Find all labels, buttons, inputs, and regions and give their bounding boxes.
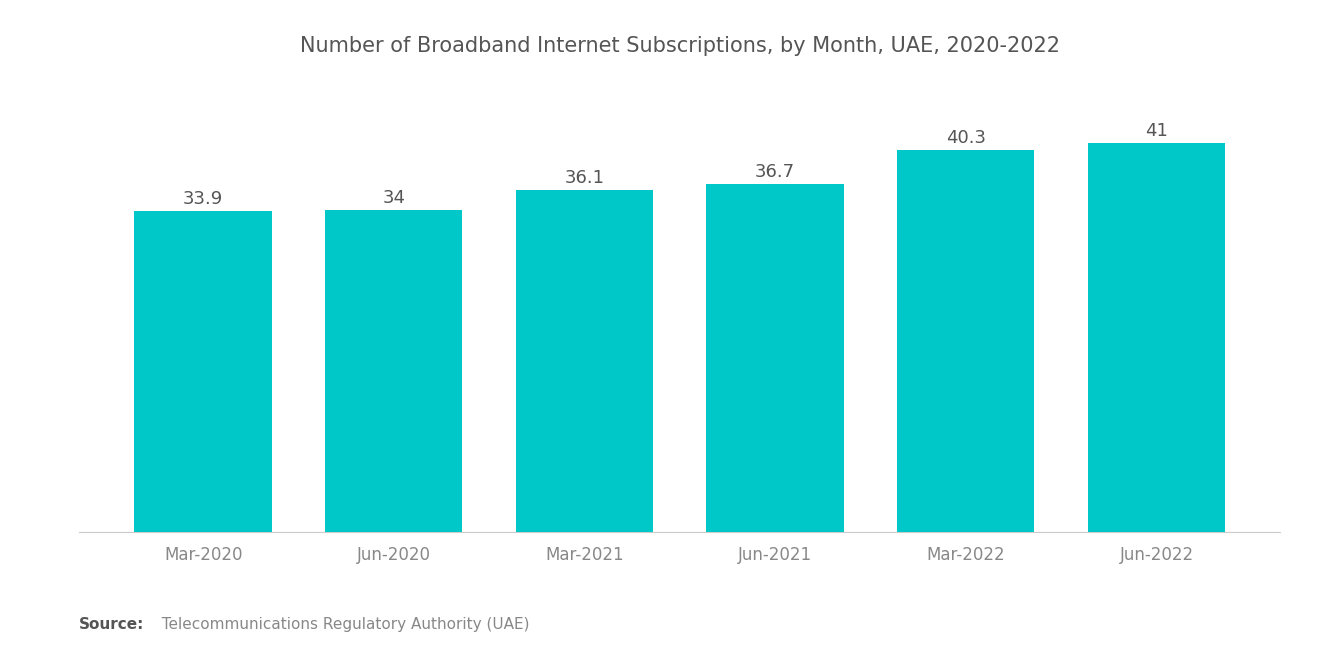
Bar [1088, 144, 1225, 532]
Text: 36.1: 36.1 [565, 169, 605, 187]
Text: 33.9: 33.9 [183, 190, 223, 207]
Bar [898, 150, 1035, 532]
Title: Number of Broadband Internet Subscriptions, by Month, UAE, 2020-2022: Number of Broadband Internet Subscriptio… [300, 36, 1060, 56]
Text: 36.7: 36.7 [755, 163, 795, 182]
Bar [135, 211, 272, 532]
Text: 34: 34 [383, 189, 405, 207]
Text: Source:: Source: [79, 616, 145, 632]
Bar [325, 209, 462, 532]
Bar [516, 190, 653, 532]
Text: Telecommunications Regulatory Authority (UAE): Telecommunications Regulatory Authority … [152, 616, 529, 632]
Bar [706, 184, 843, 532]
Text: 41: 41 [1144, 122, 1168, 140]
Text: 40.3: 40.3 [946, 129, 986, 147]
